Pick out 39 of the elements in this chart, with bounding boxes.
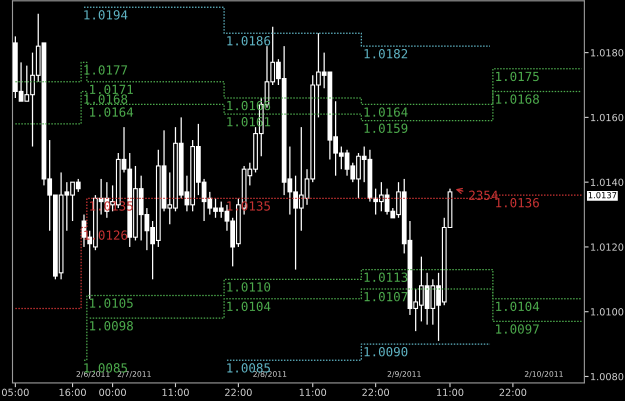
data-label: 1.0168 (84, 94, 128, 104)
x-tick-label: 11:00 (162, 388, 189, 396)
data-label: 1.0186 (227, 36, 270, 46)
data-label: 1.0090 (364, 346, 408, 356)
text: 1.0137 (588, 192, 616, 198)
data-label: 1.0175 (496, 72, 539, 82)
data-label: 1.0107 (364, 292, 408, 302)
data-label: 1.0085 (227, 363, 270, 373)
x-tick-label: 22:00 (225, 388, 252, 396)
x-tick-label: 16:00 (60, 388, 86, 396)
data-label: 1.0194 (84, 10, 128, 20)
data-label: 1.0182 (364, 49, 408, 58)
data-label: 1.0097 (496, 324, 539, 334)
data-label: 1.0159 (364, 124, 408, 133)
data-label: 1.0105 (90, 298, 133, 308)
data-label: 1.0136 (496, 198, 539, 208)
data-label: 1.0098 (90, 321, 133, 331)
y-tick-label: 1.0100 (591, 308, 624, 316)
data-label: 1.0110 (227, 282, 270, 292)
x-tick-label: 22:00 (500, 388, 526, 396)
x-tick-label: 05:00 (2, 388, 29, 396)
data-label: 1.0104 (496, 302, 540, 312)
x-tick-label: 11:00 (300, 388, 326, 396)
y-tick-label: 1.0120 (591, 243, 624, 251)
data-label: 1.0085 (84, 363, 127, 373)
data-label: 1.0171 (90, 84, 133, 94)
x-tick-label: 11:00 (437, 388, 464, 396)
data-label: 1.0177 (84, 65, 128, 75)
data-label: 1.0164 (364, 107, 408, 117)
data-label: 1.0113 (364, 272, 408, 282)
data-label: 1.0164 (90, 107, 134, 117)
data-label: 1.0168 (496, 94, 539, 104)
y-tick-label: 1.0080 (591, 372, 624, 380)
y-tick-label: 1.0140 (591, 178, 624, 186)
data-label: 1.0104 (227, 302, 270, 312)
y-tick-label: 1.0180 (591, 49, 624, 56)
x-tick-label: 22:00 (362, 388, 390, 396)
y-tick-label: 1.0160 (591, 114, 624, 122)
x-tick-label: 00:00 (99, 388, 126, 396)
